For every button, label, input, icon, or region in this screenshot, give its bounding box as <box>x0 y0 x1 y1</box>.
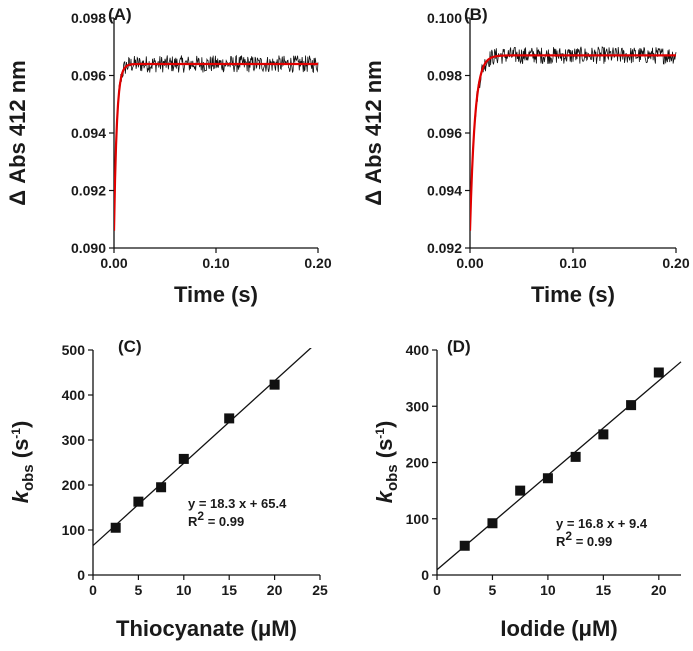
x-tick-label: 15 <box>221 582 237 598</box>
y-tick-label: 100 <box>62 522 86 538</box>
x-tick-label: 20 <box>267 582 283 598</box>
y-tick-label: 0.094 <box>71 125 106 141</box>
panel-a: 0.090 0.092 0.094 0.096 0.098 0.00 0.10 0.20 (A)… <box>5 5 332 307</box>
y-tick-label: 200 <box>62 477 86 493</box>
x-tick-label: 0.10 <box>202 255 229 271</box>
y-tick-label: 400 <box>62 387 86 403</box>
panel-label: (D) <box>447 337 471 356</box>
data-point <box>110 522 121 533</box>
r-squared: R2 = 0.99 <box>188 509 244 529</box>
regression-line <box>437 361 682 571</box>
r-squared-value: = 0.99 <box>572 534 612 549</box>
r-squared-symbol: R <box>556 534 566 549</box>
panel-c: 0 100 200 300 400 500 0 5 10 15 20 25 (C) Thiocyanate… <box>8 337 328 641</box>
y-axis-title-symbol: k <box>8 489 33 503</box>
x-tick-label: 10 <box>540 582 556 598</box>
fit-equation: y = 18.3 x + 65.4 <box>188 496 287 511</box>
data-point <box>626 400 637 411</box>
data-point <box>487 518 498 529</box>
y-tick-label: 0 <box>77 567 85 583</box>
y-tick-label: 0.092 <box>427 240 462 256</box>
y-axis-title-unit-close: ) <box>8 421 33 428</box>
y-axis-title: kobs (s-1) <box>372 421 401 504</box>
r-squared-value: = 0.99 <box>204 514 244 529</box>
y-axis-title-symbol: k <box>372 489 397 503</box>
y-axis-title-unit-close: ) <box>372 421 397 428</box>
y-tick-label: 0.098 <box>71 10 106 26</box>
observed-trace <box>470 46 677 231</box>
r-squared-symbol: R <box>188 514 198 529</box>
y-axis-title: Δ Abs 412 nm <box>361 60 386 205</box>
panel-d: 0 100 200 300 400 0 5 10 15 20 (D) Iodide (μM) kobs … <box>372 337 682 641</box>
y-tick-label: 400 <box>406 342 430 358</box>
panel-label: (C) <box>118 337 142 356</box>
y-axis-title: Δ Abs 412 nm <box>5 60 30 205</box>
y-axis-title-subscript: obs <box>384 464 401 491</box>
y-tick-label: 0.100 <box>427 10 462 26</box>
y-axis-title-subscript: obs <box>20 464 37 491</box>
x-axis-title: Time (s) <box>531 282 615 307</box>
y-tick-label: 300 <box>406 398 430 414</box>
data-point <box>156 482 167 493</box>
data-point <box>598 429 609 440</box>
x-tick-label: 20 <box>651 582 667 598</box>
x-tick-label: 25 <box>312 582 328 598</box>
x-tick-label: 15 <box>596 582 612 598</box>
y-tick-label: 0.096 <box>427 125 462 141</box>
x-tick-label: 0.00 <box>100 255 127 271</box>
data-point <box>653 367 664 378</box>
x-tick-label: 10 <box>176 582 192 598</box>
y-axis-title-superscript: -1 <box>9 428 23 439</box>
data-point <box>570 451 581 462</box>
data-point <box>224 413 235 424</box>
y-tick-label: 0.090 <box>71 240 106 256</box>
y-tick-label: 300 <box>62 432 86 448</box>
x-tick-label: 0.20 <box>662 255 689 271</box>
panel-label: (B) <box>464 5 488 24</box>
data-point <box>269 379 280 390</box>
observed-trace <box>114 54 319 231</box>
r-squared-superscript: 2 <box>565 529 572 543</box>
x-tick-label: 0.00 <box>456 255 483 271</box>
data-point <box>178 453 189 464</box>
x-tick-label: 0 <box>89 582 97 598</box>
x-axis-title: Time (s) <box>174 282 258 307</box>
y-axis-title-unit: (s <box>372 439 397 465</box>
x-tick-label: 0 <box>433 582 441 598</box>
y-tick-label: 500 <box>62 342 86 358</box>
fit-curve <box>470 54 676 231</box>
y-tick-label: 0.096 <box>71 68 106 84</box>
data-point <box>459 540 470 551</box>
r-squared-superscript: 2 <box>197 509 204 523</box>
x-tick-label: 5 <box>135 582 143 598</box>
fit-curve <box>114 62 318 231</box>
y-axis-title-superscript: -1 <box>373 428 387 439</box>
y-tick-label: 0.094 <box>427 183 462 199</box>
y-axis-title: kobs (s-1) <box>8 421 37 504</box>
x-tick-label: 0.20 <box>304 255 331 271</box>
y-tick-label: 200 <box>406 455 430 471</box>
y-axis-title-unit: (s <box>8 439 33 465</box>
y-tick-label: 0 <box>421 567 429 583</box>
regression-line <box>93 348 312 547</box>
x-tick-label: 5 <box>489 582 497 598</box>
r-squared: R2 = 0.99 <box>556 529 612 549</box>
panel-b: 0.092 0.094 0.096 0.098 0.100 0.00 0.10 0.20 (B)… <box>361 5 690 307</box>
y-tick-label: 100 <box>406 511 430 527</box>
data-point <box>515 485 526 496</box>
x-tick-label: 0.10 <box>559 255 586 271</box>
x-axis-title: Thiocyanate (μM) <box>116 616 297 641</box>
data-point <box>133 496 144 507</box>
y-tick-label: 0.092 <box>71 183 106 199</box>
x-axis-title: Iodide (μM) <box>500 616 617 641</box>
panel-label: (A) <box>108 5 132 24</box>
data-point <box>542 473 553 484</box>
y-tick-label: 0.098 <box>427 68 462 84</box>
fit-equation: y = 16.8 x + 9.4 <box>556 516 648 531</box>
